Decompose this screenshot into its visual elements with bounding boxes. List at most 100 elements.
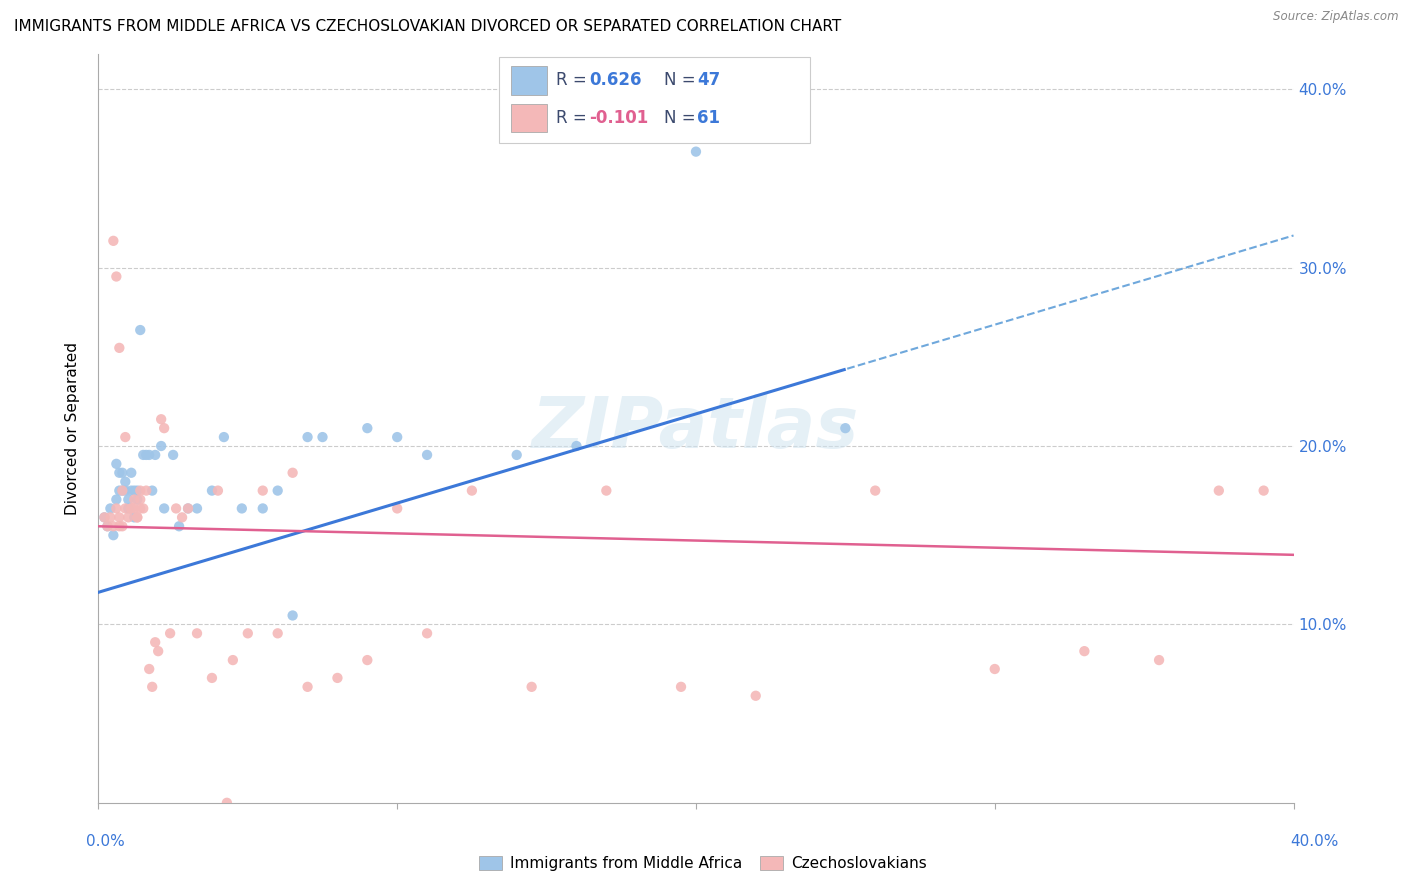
Point [416,626,439,640]
Point [215,796,238,810]
Point [281,466,304,480]
Point [231,501,253,516]
Point [111,519,134,533]
Text: 47: 47 [697,71,720,89]
Point [129,323,152,337]
Text: ZIPatlas: ZIPatlas [533,393,859,463]
Legend: Immigrants from Middle Africa, Czechoslovakians: Immigrants from Middle Africa, Czechoslo… [474,850,932,877]
Point [127,483,149,498]
Point [93,510,115,524]
Point [281,608,304,623]
Point [114,483,136,498]
FancyBboxPatch shape [510,103,547,132]
Point [565,439,588,453]
Point [267,483,290,498]
Point [124,492,146,507]
Point [124,501,146,516]
Point [127,492,149,507]
Point [120,501,142,516]
Point [148,644,170,658]
Text: IMMIGRANTS FROM MIDDLE AFRICA VS CZECHOSLOVAKIAN DIVORCED OR SEPARATED CORRELATI: IMMIGRANTS FROM MIDDLE AFRICA VS CZECHOS… [14,20,841,34]
Point [595,483,617,498]
Point [385,430,409,444]
Point [506,448,529,462]
Point [111,466,134,480]
Point [669,680,692,694]
Point [984,662,1007,676]
Point [129,492,152,507]
Point [143,448,166,462]
FancyBboxPatch shape [499,57,810,144]
Point [96,519,118,533]
Point [153,501,176,516]
FancyBboxPatch shape [510,66,547,95]
Point [105,269,128,284]
Point [685,145,707,159]
Point [135,483,157,498]
Point [108,466,131,480]
Y-axis label: Divorced or Separated: Divorced or Separated [65,342,80,515]
Point [124,483,146,498]
Point [105,492,128,507]
Point [252,501,274,516]
Point [297,680,319,694]
Point [132,448,155,462]
Point [108,510,131,524]
Point [356,421,378,435]
Point [98,501,122,516]
Point [103,519,125,533]
Point [105,501,128,516]
Text: N =: N = [664,109,700,127]
Text: 0.0%: 0.0% [86,834,125,848]
Point [105,457,128,471]
Point [93,510,115,524]
Point [132,501,155,516]
Point [356,653,378,667]
Point [267,626,290,640]
Text: R =: R = [557,109,592,127]
Point [108,483,131,498]
Point [150,439,173,453]
Point [1253,483,1275,498]
Point [108,341,131,355]
Text: 40.0%: 40.0% [1291,834,1339,848]
Point [159,626,181,640]
Point [117,492,139,507]
Point [98,510,122,524]
Point [167,519,190,533]
Point [129,483,152,498]
Point [124,510,146,524]
Point [461,483,484,498]
Point [177,501,200,516]
Point [103,528,125,542]
Text: R =: R = [557,71,592,89]
Point [141,483,163,498]
Point [120,483,142,498]
Point [120,501,142,516]
Point [745,689,768,703]
Point [212,430,235,444]
Point [114,475,136,489]
Point [520,680,543,694]
Point [138,662,160,676]
Point [150,412,173,426]
Point [141,680,163,694]
Point [96,519,118,533]
Point [201,671,224,685]
Point [201,483,224,498]
Point [111,483,134,498]
Point [236,626,259,640]
Point [172,510,194,524]
Point [222,653,245,667]
Point [385,501,409,516]
Text: 61: 61 [697,109,720,127]
Point [111,483,134,498]
Point [252,483,274,498]
Point [153,421,176,435]
Point [1147,653,1170,667]
Point [326,671,349,685]
Point [834,421,856,435]
Point [117,510,139,524]
Point [162,448,184,462]
Point [186,501,208,516]
